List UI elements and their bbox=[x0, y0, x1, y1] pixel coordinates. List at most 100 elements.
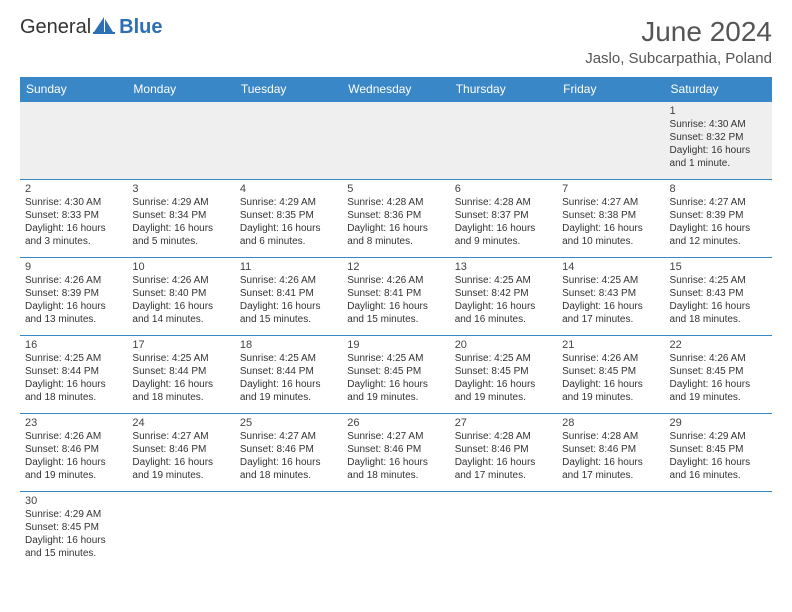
sunset-line: Sunset: 8:44 PM bbox=[25, 365, 122, 378]
daylight-line: Daylight: 16 hours and 8 minutes. bbox=[347, 222, 444, 248]
daylight-line: Daylight: 16 hours and 17 minutes. bbox=[562, 300, 659, 326]
day-number: 24 bbox=[132, 417, 229, 429]
calendar-cell: 24Sunrise: 4:27 AMSunset: 8:46 PMDayligh… bbox=[127, 414, 234, 492]
daylight-line: Daylight: 16 hours and 12 minutes. bbox=[670, 222, 767, 248]
sunset-line: Sunset: 8:45 PM bbox=[25, 521, 122, 534]
daylight-line: Daylight: 16 hours and 13 minutes. bbox=[25, 300, 122, 326]
sunset-line: Sunset: 8:35 PM bbox=[240, 209, 337, 222]
daylight-line: Daylight: 16 hours and 19 minutes. bbox=[240, 378, 337, 404]
calendar-cell bbox=[127, 492, 234, 570]
calendar-cell: 23Sunrise: 4:26 AMSunset: 8:46 PMDayligh… bbox=[20, 414, 127, 492]
sunrise-line: Sunrise: 4:26 AM bbox=[347, 274, 444, 287]
calendar-cell: 5Sunrise: 4:28 AMSunset: 8:36 PMDaylight… bbox=[342, 180, 449, 258]
day-number: 15 bbox=[670, 261, 767, 273]
daylight-line: Daylight: 16 hours and 15 minutes. bbox=[347, 300, 444, 326]
day-number: 21 bbox=[562, 339, 659, 351]
sunrise-line: Sunrise: 4:28 AM bbox=[347, 196, 444, 209]
calendar-cell: 6Sunrise: 4:28 AMSunset: 8:37 PMDaylight… bbox=[450, 180, 557, 258]
sunset-line: Sunset: 8:43 PM bbox=[562, 287, 659, 300]
daylight-line: Daylight: 16 hours and 6 minutes. bbox=[240, 222, 337, 248]
sunset-line: Sunset: 8:45 PM bbox=[455, 365, 552, 378]
calendar-cell: 4Sunrise: 4:29 AMSunset: 8:35 PMDaylight… bbox=[235, 180, 342, 258]
sunset-line: Sunset: 8:41 PM bbox=[347, 287, 444, 300]
day-header: Wednesday bbox=[342, 77, 449, 102]
sunrise-line: Sunrise: 4:25 AM bbox=[25, 352, 122, 365]
sunrise-line: Sunrise: 4:27 AM bbox=[347, 430, 444, 443]
day-header: Thursday bbox=[450, 77, 557, 102]
day-header: Friday bbox=[557, 77, 664, 102]
calendar-cell: 1Sunrise: 4:30 AMSunset: 8:32 PMDaylight… bbox=[665, 102, 772, 180]
day-number: 27 bbox=[455, 417, 552, 429]
calendar-cell bbox=[235, 492, 342, 570]
calendar-cell: 3Sunrise: 4:29 AMSunset: 8:34 PMDaylight… bbox=[127, 180, 234, 258]
calendar-head: SundayMondayTuesdayWednesdayThursdayFrid… bbox=[20, 77, 772, 102]
sunset-line: Sunset: 8:46 PM bbox=[347, 443, 444, 456]
daylight-line: Daylight: 16 hours and 19 minutes. bbox=[670, 378, 767, 404]
daylight-line: Daylight: 16 hours and 18 minutes. bbox=[25, 378, 122, 404]
calendar-cell bbox=[235, 102, 342, 180]
day-number: 9 bbox=[25, 261, 122, 273]
sunrise-line: Sunrise: 4:25 AM bbox=[562, 274, 659, 287]
sunrise-line: Sunrise: 4:30 AM bbox=[670, 118, 767, 131]
daylight-line: Daylight: 16 hours and 3 minutes. bbox=[25, 222, 122, 248]
day-number: 1 bbox=[670, 105, 767, 117]
day-number: 30 bbox=[25, 495, 122, 507]
day-number: 11 bbox=[240, 261, 337, 273]
sunset-line: Sunset: 8:46 PM bbox=[562, 443, 659, 456]
sunrise-line: Sunrise: 4:25 AM bbox=[347, 352, 444, 365]
sunset-line: Sunset: 8:36 PM bbox=[347, 209, 444, 222]
daylight-line: Daylight: 16 hours and 19 minutes. bbox=[455, 378, 552, 404]
day-number: 18 bbox=[240, 339, 337, 351]
sunrise-line: Sunrise: 4:28 AM bbox=[455, 430, 552, 443]
sunset-line: Sunset: 8:43 PM bbox=[670, 287, 767, 300]
sunrise-line: Sunrise: 4:25 AM bbox=[240, 352, 337, 365]
day-number: 4 bbox=[240, 183, 337, 195]
day-header: Tuesday bbox=[235, 77, 342, 102]
calendar-cell: 14Sunrise: 4:25 AMSunset: 8:43 PMDayligh… bbox=[557, 258, 664, 336]
daylight-line: Daylight: 16 hours and 15 minutes. bbox=[240, 300, 337, 326]
daylight-line: Daylight: 16 hours and 19 minutes. bbox=[25, 456, 122, 482]
sunset-line: Sunset: 8:40 PM bbox=[132, 287, 229, 300]
sunset-line: Sunset: 8:41 PM bbox=[240, 287, 337, 300]
sunset-line: Sunset: 8:37 PM bbox=[455, 209, 552, 222]
sunrise-line: Sunrise: 4:29 AM bbox=[240, 196, 337, 209]
day-number: 16 bbox=[25, 339, 122, 351]
day-number: 19 bbox=[347, 339, 444, 351]
daylight-line: Daylight: 16 hours and 17 minutes. bbox=[455, 456, 552, 482]
sunrise-line: Sunrise: 4:26 AM bbox=[670, 352, 767, 365]
sunset-line: Sunset: 8:42 PM bbox=[455, 287, 552, 300]
sunrise-line: Sunrise: 4:25 AM bbox=[670, 274, 767, 287]
day-number: 5 bbox=[347, 183, 444, 195]
sunrise-line: Sunrise: 4:28 AM bbox=[562, 430, 659, 443]
sunset-line: Sunset: 8:46 PM bbox=[132, 443, 229, 456]
daylight-line: Daylight: 16 hours and 18 minutes. bbox=[132, 378, 229, 404]
calendar-cell bbox=[127, 102, 234, 180]
sunrise-line: Sunrise: 4:27 AM bbox=[670, 196, 767, 209]
calendar-body: 1Sunrise: 4:30 AMSunset: 8:32 PMDaylight… bbox=[20, 102, 772, 570]
calendar-cell bbox=[342, 492, 449, 570]
calendar-cell: 21Sunrise: 4:26 AMSunset: 8:45 PMDayligh… bbox=[557, 336, 664, 414]
sunset-line: Sunset: 8:39 PM bbox=[25, 287, 122, 300]
calendar-cell bbox=[665, 492, 772, 570]
calendar-cell bbox=[450, 492, 557, 570]
location-text: Jaslo, Subcarpathia, Poland bbox=[585, 50, 772, 67]
daylight-line: Daylight: 16 hours and 10 minutes. bbox=[562, 222, 659, 248]
page-header: General Blue June 2024 Jaslo, Subcarpath… bbox=[20, 16, 772, 67]
day-number: 23 bbox=[25, 417, 122, 429]
day-header: Sunday bbox=[20, 77, 127, 102]
sunrise-line: Sunrise: 4:25 AM bbox=[455, 352, 552, 365]
daylight-line: Daylight: 16 hours and 19 minutes. bbox=[562, 378, 659, 404]
sunset-line: Sunset: 8:45 PM bbox=[347, 365, 444, 378]
day-number: 13 bbox=[455, 261, 552, 273]
sunrise-line: Sunrise: 4:27 AM bbox=[132, 430, 229, 443]
sunrise-line: Sunrise: 4:26 AM bbox=[562, 352, 659, 365]
sunset-line: Sunset: 8:38 PM bbox=[562, 209, 659, 222]
brand-text-2: Blue bbox=[119, 16, 162, 39]
day-number: 12 bbox=[347, 261, 444, 273]
calendar-cell: 16Sunrise: 4:25 AMSunset: 8:44 PMDayligh… bbox=[20, 336, 127, 414]
calendar-cell: 9Sunrise: 4:26 AMSunset: 8:39 PMDaylight… bbox=[20, 258, 127, 336]
day-number: 3 bbox=[132, 183, 229, 195]
sunrise-line: Sunrise: 4:26 AM bbox=[132, 274, 229, 287]
daylight-line: Daylight: 16 hours and 14 minutes. bbox=[132, 300, 229, 326]
daylight-line: Daylight: 16 hours and 18 minutes. bbox=[240, 456, 337, 482]
